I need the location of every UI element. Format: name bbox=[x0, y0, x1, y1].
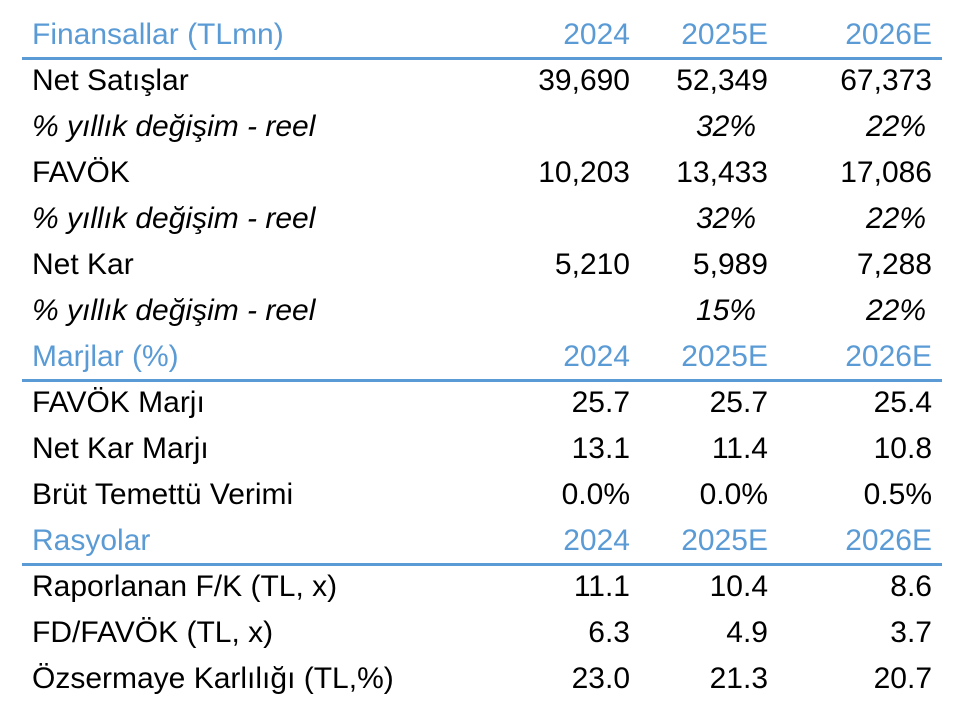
row-label: Net Kar Marjı bbox=[32, 432, 209, 465]
value-2024: 10,203 bbox=[538, 156, 630, 189]
year-header-2025e: 2025E bbox=[681, 18, 768, 51]
value-2026e: 8.6 bbox=[890, 570, 932, 603]
row-label: FD/FAVÖK (TL, x) bbox=[32, 616, 274, 649]
year-header-2026e: 2026E bbox=[845, 18, 932, 51]
table-row: % yıllık değişim - reel 32% 22% bbox=[22, 106, 942, 152]
table-row: Raporlanan F/K (TL, x) 11.1 10.4 8.6 bbox=[22, 566, 942, 612]
value-2025e: 25.7 bbox=[709, 386, 768, 419]
value-2025e: 5,989 bbox=[692, 248, 768, 281]
year-header-2025e: 2025E bbox=[681, 340, 768, 373]
value-2026e: 22% bbox=[865, 294, 926, 327]
value-2025e: 11.4 bbox=[711, 432, 768, 465]
year-header-2024: 2024 bbox=[563, 18, 630, 51]
table-row: FD/FAVÖK (TL, x) 6.3 4.9 3.7 bbox=[22, 612, 942, 658]
value-2026e: 0.5% bbox=[863, 478, 932, 511]
value-2024: 13.1 bbox=[571, 432, 630, 465]
value-2026e: 17,086 bbox=[840, 156, 932, 189]
section-title: Finansallar (TLmn) bbox=[32, 18, 284, 51]
table-row: Özsermaye Karlılığı (TL,%) 23.0 21.3 20.… bbox=[22, 658, 942, 704]
section-header-ratios: Rasyolar 2024 2025E 2026E bbox=[22, 520, 942, 566]
value-2026e: 20.7 bbox=[873, 662, 932, 695]
value-2024: 25.7 bbox=[571, 386, 630, 419]
section-title: Rasyolar bbox=[32, 524, 151, 557]
section-header-margins: Marjlar (%) 2024 2025E 2026E bbox=[22, 336, 942, 382]
value-2026e: 67,373 bbox=[840, 64, 932, 97]
section-header-financials: Finansallar (TLmn) 2024 2025E 2026E bbox=[22, 14, 942, 60]
table-row: Net Kar Marjı 13.1 11.4 10.8 bbox=[22, 428, 942, 474]
value-2026e: 22% bbox=[865, 110, 926, 143]
row-label: Net Kar bbox=[32, 248, 134, 281]
row-label: % yıllık değişim - reel bbox=[32, 294, 316, 327]
value-2024: 5,210 bbox=[554, 248, 630, 281]
value-2025e: 15% bbox=[695, 294, 756, 327]
row-label: Özsermaye Karlılığı (TL,%) bbox=[32, 662, 394, 695]
value-2025e: 32% bbox=[695, 202, 756, 235]
value-2026e: 22% bbox=[865, 202, 926, 235]
year-header-2024: 2024 bbox=[563, 340, 630, 373]
value-2024: 23.0 bbox=[571, 662, 630, 695]
value-2025e: 21.3 bbox=[709, 662, 768, 695]
table-row: Brüt Temettü Verimi 0.0% 0.0% 0.5% bbox=[22, 474, 942, 520]
section-title: Marjlar (%) bbox=[32, 340, 179, 373]
value-2025e: 10.4 bbox=[709, 570, 768, 603]
value-2025e: 4.9 bbox=[726, 616, 768, 649]
row-label: % yıllık değişim - reel bbox=[32, 202, 316, 235]
value-2024: 6.3 bbox=[588, 616, 630, 649]
table-row: FAVÖK 10,203 13,433 17,086 bbox=[22, 152, 942, 198]
value-2026e: 10.8 bbox=[873, 432, 932, 465]
table-row: % yıllık değişim - reel 32% 22% bbox=[22, 198, 942, 244]
value-2025e: 0.0% bbox=[699, 478, 768, 511]
value-2024: 39,690 bbox=[538, 64, 630, 97]
value-2025e: 32% bbox=[695, 110, 756, 143]
year-header-2026e: 2026E bbox=[845, 524, 932, 557]
row-label: Net Satışlar bbox=[32, 64, 189, 97]
row-label: % yıllık değişim - reel bbox=[32, 110, 316, 143]
year-header-2024: 2024 bbox=[563, 524, 630, 557]
value-2026e: 7,288 bbox=[856, 248, 932, 281]
value-2025e: 13,433 bbox=[676, 156, 768, 189]
table-row: FAVÖK Marjı 25.7 25.7 25.4 bbox=[22, 382, 942, 428]
value-2026e: 3.7 bbox=[890, 616, 932, 649]
value-2025e: 52,349 bbox=[676, 64, 768, 97]
financial-table: Finansallar (TLmn) 2024 2025E 2026E Net … bbox=[22, 14, 942, 704]
table-row: % yıllık değişim - reel 15% 22% bbox=[22, 290, 942, 336]
row-label: Brüt Temettü Verimi bbox=[32, 478, 294, 511]
value-2024: 0.0% bbox=[561, 478, 630, 511]
row-label: Raporlanan F/K (TL, x) bbox=[32, 570, 338, 603]
table-row: Net Kar 5,210 5,989 7,288 bbox=[22, 244, 942, 290]
table-row: Net Satışlar 39,690 52,349 67,373 bbox=[22, 60, 942, 106]
value-2024: 11.1 bbox=[573, 570, 630, 603]
year-header-2025e: 2025E bbox=[681, 524, 768, 557]
row-label: FAVÖK Marjı bbox=[32, 386, 205, 419]
value-2026e: 25.4 bbox=[873, 386, 932, 419]
row-label: FAVÖK bbox=[32, 156, 130, 189]
year-header-2026e: 2026E bbox=[845, 340, 932, 373]
